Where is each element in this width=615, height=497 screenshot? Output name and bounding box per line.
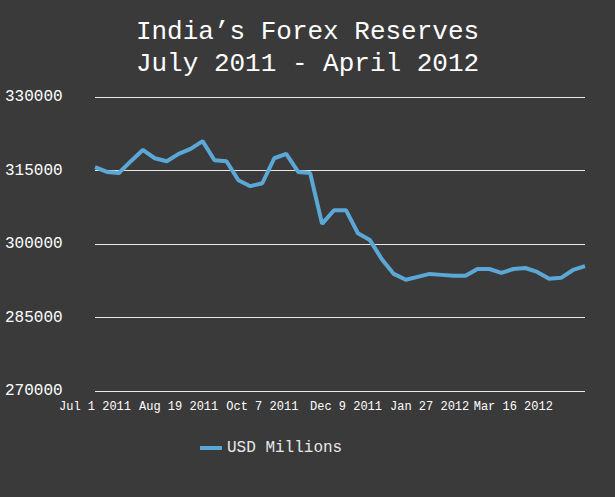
svg-text:USD Millions: USD Millions: [227, 439, 342, 457]
svg-text:Jan 27 2012: Jan 27 2012: [390, 400, 469, 414]
svg-text:285000: 285000: [5, 309, 63, 327]
svg-text:Jul 1 2011: Jul 1 2011: [59, 400, 131, 414]
svg-text:330000: 330000: [5, 88, 63, 106]
svg-text:300000: 300000: [5, 235, 63, 253]
svg-text:315000: 315000: [5, 162, 63, 180]
svg-text:Oct 7 2011: Oct 7 2011: [226, 400, 298, 414]
svg-text:270000: 270000: [5, 382, 63, 400]
svg-text:Mar 16 2012: Mar 16 2012: [474, 400, 553, 414]
svg-text:July 2011 - April 2012: July 2011 - April 2012: [136, 49, 479, 79]
svg-text:Aug 19 2011: Aug 19 2011: [139, 400, 218, 414]
svg-text:Dec 9 2011: Dec 9 2011: [310, 400, 382, 414]
svg-text:India’s Forex Reserves: India’s Forex Reserves: [136, 17, 479, 47]
